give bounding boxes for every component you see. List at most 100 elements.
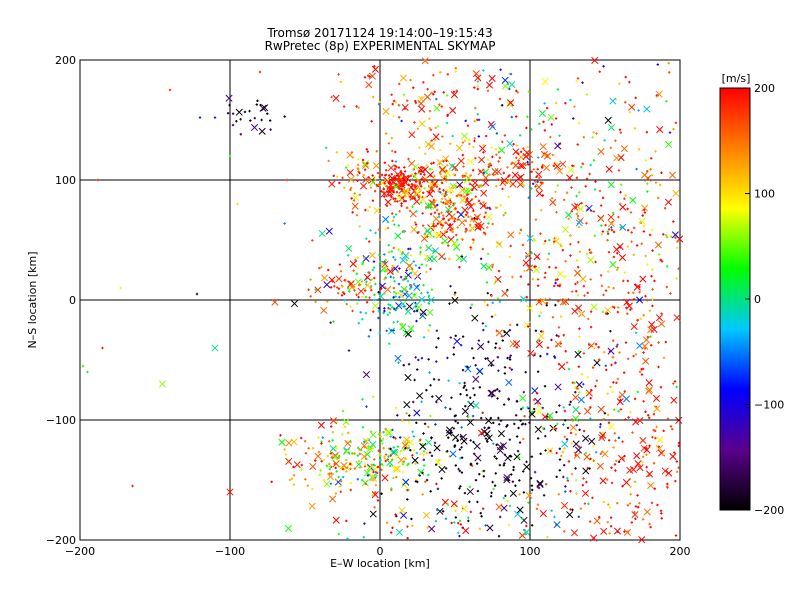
data-point (390, 250, 393, 253)
data-point (476, 84, 479, 88)
data-point (589, 278, 592, 281)
data-point (646, 335, 650, 339)
data-point (401, 470, 405, 474)
data-point (383, 277, 386, 281)
data-point (598, 189, 602, 193)
data-point-x-marker (418, 295, 426, 303)
data-point-x-marker (535, 189, 544, 198)
data-point-x-marker (561, 440, 569, 448)
data-point (611, 211, 615, 215)
x-tick-label: 0 (377, 545, 384, 558)
data-point (403, 166, 406, 169)
data-point-x-marker (652, 394, 661, 403)
data-point (604, 289, 608, 292)
data-point (492, 421, 495, 425)
data-point (637, 109, 640, 112)
data-point (618, 128, 622, 131)
data-point-x-marker (472, 375, 480, 383)
data-point (456, 421, 460, 425)
data-point-x-marker (394, 232, 402, 240)
data-point (509, 244, 512, 248)
data-point (573, 105, 576, 108)
data-point (309, 295, 312, 298)
data-point-x-marker (653, 405, 661, 413)
data-point-x-marker (471, 314, 479, 322)
data-point (412, 86, 415, 89)
data-point (518, 479, 521, 482)
data-point-x-marker (335, 275, 343, 283)
data-point (542, 494, 546, 497)
data-point-x-marker (613, 154, 621, 162)
data-point (420, 201, 423, 204)
data-point-x-marker (607, 219, 615, 228)
data-point (671, 427, 674, 431)
data-point (519, 419, 522, 422)
data-point-x-marker (506, 100, 514, 109)
data-point (420, 263, 424, 266)
data-point-x-marker (368, 176, 376, 184)
data-point (392, 99, 396, 103)
data-point (443, 177, 446, 180)
data-point (392, 215, 396, 219)
data-point (624, 194, 628, 197)
data-point (119, 286, 122, 290)
data-point-x-marker (560, 501, 569, 510)
data-point (607, 228, 611, 231)
data-point-x-marker (664, 198, 673, 206)
data-point (407, 446, 411, 449)
data-point (496, 388, 499, 391)
data-point-x-marker (453, 337, 461, 345)
data-point (384, 169, 388, 172)
data-point (449, 191, 453, 194)
data-point (433, 176, 436, 180)
data-point-x-marker (642, 336, 650, 344)
data-point (397, 166, 401, 169)
data-point-x-marker (474, 74, 482, 82)
data-point-x-marker (430, 255, 438, 263)
data-point (412, 448, 416, 452)
data-point (331, 439, 334, 442)
data-point (349, 188, 352, 192)
data-point (460, 456, 464, 459)
data-point (490, 146, 493, 149)
data-point (555, 334, 558, 337)
data-point (387, 250, 391, 254)
data-point (379, 431, 382, 434)
data-point (412, 260, 415, 263)
data-point (356, 163, 360, 167)
data-point-x-marker (428, 525, 436, 533)
data-point (361, 158, 365, 162)
data-point (339, 270, 343, 273)
data-point (414, 480, 418, 483)
data-point (452, 427, 456, 430)
data-point (404, 195, 408, 198)
data-point (394, 101, 398, 104)
data-point-x-marker (534, 397, 542, 405)
data-point (538, 176, 541, 180)
data-point (421, 493, 424, 496)
data-point-x-marker (450, 91, 458, 99)
data-point (564, 350, 567, 353)
data-point (414, 264, 418, 267)
data-point (399, 169, 403, 173)
data-point (510, 473, 513, 476)
data-point (396, 320, 399, 323)
data-point (449, 431, 453, 435)
data-point (369, 328, 372, 332)
data-point (330, 95, 333, 99)
data-point (626, 504, 630, 507)
data-point (363, 289, 367, 292)
data-point (459, 523, 463, 526)
data-point (498, 515, 502, 519)
data-point-x-marker (451, 296, 459, 304)
data-point (481, 411, 484, 415)
data-point (341, 176, 344, 180)
data-point (409, 247, 412, 251)
data-point (396, 174, 399, 177)
data-point-x-marker (395, 528, 404, 536)
data-point (434, 520, 438, 523)
data-point (580, 372, 584, 376)
x-tick-label: 100 (520, 545, 541, 558)
data-point (485, 281, 489, 284)
